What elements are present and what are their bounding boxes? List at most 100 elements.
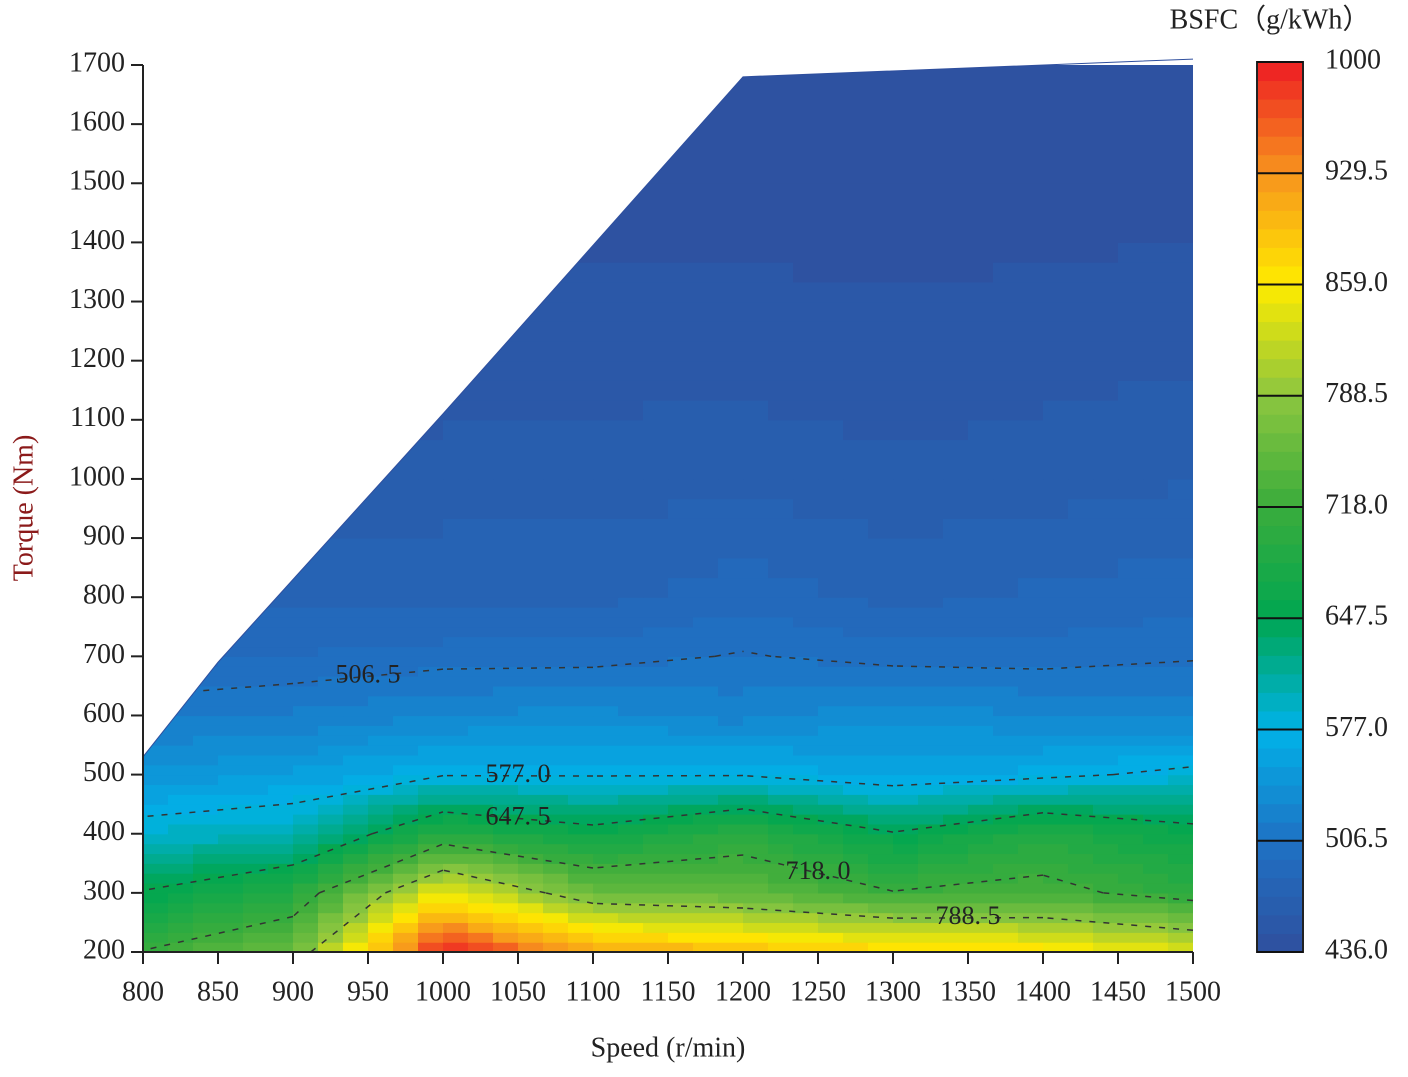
field-cell [868,902,894,914]
field-cell [1018,124,1044,155]
field-cell [443,754,469,766]
field-cell [168,153,194,184]
field-cell [1018,676,1044,687]
field-cell [443,538,469,559]
field-cell [1168,281,1193,303]
field-cell [668,863,694,874]
field-cell [543,281,569,303]
field-cell [743,400,769,421]
field-cell [793,754,819,766]
field-cell [818,212,844,243]
field-cell [318,912,344,924]
field-cell [1068,301,1094,322]
field-cell [718,902,744,914]
field-cell [868,459,894,480]
field-cell [418,685,444,697]
field-cell [1093,745,1119,756]
field-cell [993,459,1019,480]
field-cell [1018,784,1044,795]
field-cell [743,340,769,362]
field-cell [893,124,919,155]
field-cell [393,301,419,322]
field-cell [243,262,269,283]
field-cell [743,666,769,677]
field-cell [218,459,244,480]
field-cell [743,360,769,381]
field-cell [943,281,969,303]
x-tick-label: 1200 [715,976,771,1007]
field-cell [218,301,244,322]
field-cell [643,823,669,835]
field-cell [693,321,719,342]
field-cell [143,922,169,933]
field-cell [593,538,619,559]
field-cell [368,518,394,539]
field-cell [243,281,269,303]
field-cell [518,478,544,500]
field-cell [1093,695,1119,707]
field-cell [868,557,894,579]
field-cell [1018,764,1044,776]
field-cell [268,616,294,628]
field-cell [643,873,669,884]
field-cell [268,498,294,519]
field-cell [993,715,1019,726]
field-cell [768,804,794,815]
field-cell [468,321,494,342]
field-cell [943,124,969,155]
field-cell [218,863,244,874]
field-cell [843,281,869,303]
field-cell [593,912,619,924]
field-cell [168,538,194,559]
colorbar-title: BSFC（g/kWh） [1170,3,1371,35]
field-cell [343,301,369,322]
field-cell [818,459,844,480]
field-cell [443,892,469,904]
field-cell [343,498,369,519]
field-cell [168,626,194,638]
field-cell [818,478,844,500]
field-cell [593,262,619,283]
field-cell [1143,646,1169,657]
field-cell [518,360,544,381]
field-cell [143,360,169,381]
field-cell [368,577,394,598]
field-cell [743,725,769,736]
field-cell [1118,853,1144,864]
field-cell [943,212,969,243]
field-cell [818,340,844,362]
field-cell [1118,301,1144,322]
field-cell [518,656,544,667]
field-cell [643,400,669,421]
field-cell [643,419,669,441]
field-cell [793,340,819,362]
field-cell [1093,626,1119,638]
field-cell [268,942,294,952]
field-cell [468,242,494,263]
field-cell [443,676,469,687]
field-cell [1018,774,1044,786]
field-cell [593,942,619,952]
field-cell [543,853,569,864]
field-cell [593,804,619,815]
field-cell [343,340,369,362]
field-cell [1068,212,1094,243]
field-cell [568,281,594,303]
field-cell [268,124,294,155]
field-cell [218,626,244,638]
field-cell [318,340,344,362]
field-cell [893,912,919,924]
field-cell [693,754,719,766]
field-cell [693,498,719,519]
field-cell [818,183,844,214]
field-cell [493,557,519,579]
field-cell [293,922,319,933]
field-cell [668,754,694,766]
field-cell [768,853,794,864]
field-cell [993,321,1019,342]
field-cell [793,942,819,952]
field-cell [543,774,569,786]
colorbar-band [1257,877,1303,897]
field-cell [1118,616,1144,628]
field-cell [743,735,769,746]
